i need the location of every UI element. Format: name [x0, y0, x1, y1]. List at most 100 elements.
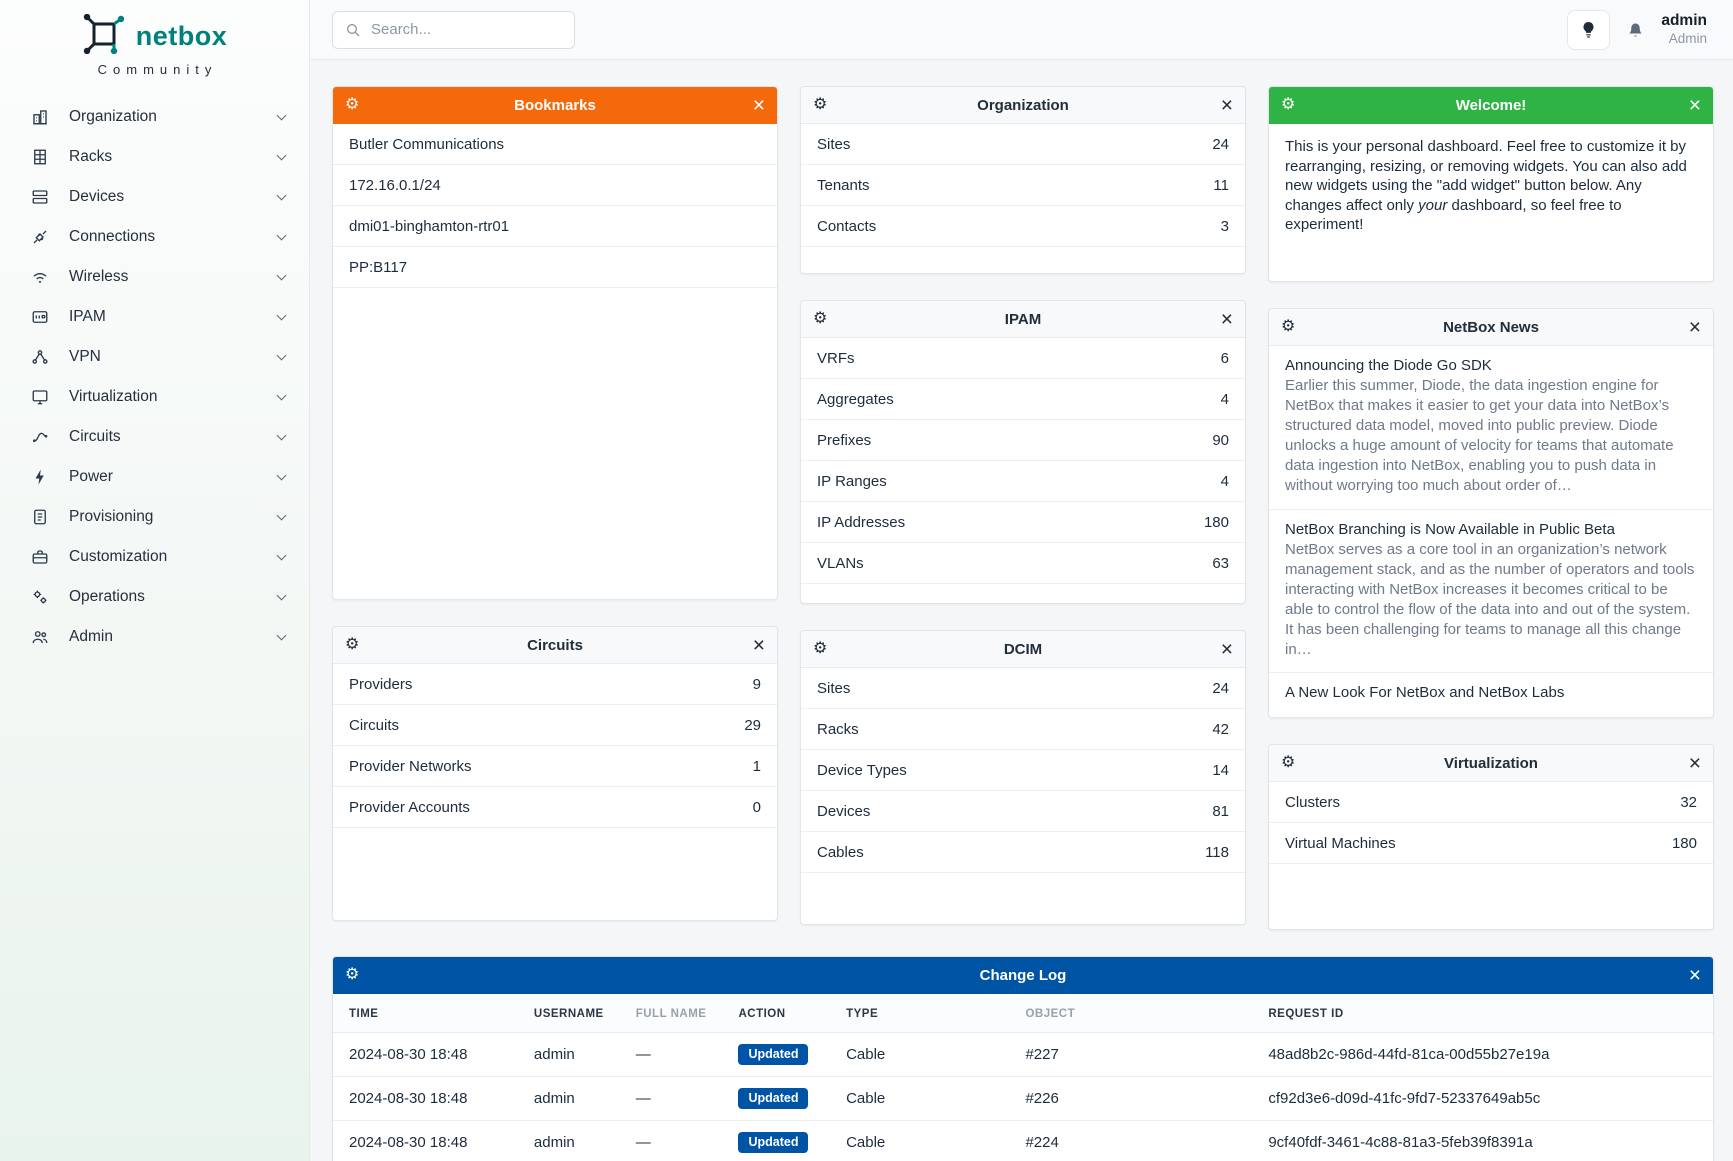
- sidebar-item-circuits[interactable]: Circuits: [0, 417, 309, 457]
- news-headline[interactable]: A New Look For NetBox and NetBox Labs: [1285, 684, 1565, 702]
- column-header-action[interactable]: ACTION: [722, 994, 831, 1033]
- brand-subtitle: Community: [97, 62, 218, 77]
- route-icon: [30, 427, 50, 447]
- change-request-id-link[interactable]: 9cf40fdf-3461-4c88-81a3-5feb39f8391a: [1252, 1120, 1713, 1161]
- sidebar-item-label: VPN: [69, 348, 101, 365]
- gear-icon[interactable]: ⚙: [345, 966, 360, 983]
- close-icon[interactable]: ×: [1688, 963, 1701, 987]
- gear-icon[interactable]: ⚙: [1281, 318, 1296, 335]
- search-box[interactable]: [332, 10, 575, 49]
- stat-row[interactable]: Racks 42: [801, 709, 1245, 750]
- close-icon[interactable]: ×: [1220, 637, 1233, 661]
- change-request-id-link[interactable]: cf92d3e6-d09d-41fc-9fd7-52337649ab5c: [1252, 1076, 1713, 1121]
- organization-widget: ⚙ Organization × Sites 24 Tenants 11 Conta…: [800, 86, 1246, 274]
- stat-row[interactable]: Cables 118: [801, 832, 1245, 873]
- stat-row[interactable]: IP Ranges 4: [801, 461, 1245, 502]
- table-row: 2024-08-30 18:48 admin — Updated Cable #…: [333, 1120, 1713, 1161]
- close-icon[interactable]: ×: [1688, 751, 1701, 775]
- bookmark-item[interactable]: dmi01-binghamton-rtr01: [333, 206, 777, 247]
- sidebar-item-provisioning[interactable]: Provisioning: [0, 497, 309, 537]
- change-request-id-link[interactable]: 48ad8b2c-986d-44fd-81ca-00d55b27e19a: [1252, 1032, 1713, 1077]
- change-time-link[interactable]: 2024-08-30 18:48: [333, 1120, 518, 1161]
- stat-row[interactable]: Prefixes 90: [801, 420, 1245, 461]
- stat-row[interactable]: Device Types 14: [801, 750, 1245, 791]
- sidebar-item-operations[interactable]: Operations: [0, 577, 309, 617]
- close-icon[interactable]: ×: [1220, 307, 1233, 331]
- sidebar-item-power[interactable]: Power: [0, 457, 309, 497]
- notifications-bell-icon[interactable]: [1625, 19, 1646, 40]
- gear-icon[interactable]: ⚙: [1281, 96, 1296, 113]
- sidebar-item-customization[interactable]: Customization: [0, 537, 309, 577]
- stat-row[interactable]: Provider Accounts 0: [333, 787, 777, 828]
- sidebar-item-virtualization[interactable]: Virtualization: [0, 377, 309, 417]
- gear-icon[interactable]: ⚙: [813, 640, 828, 657]
- brand-name: netbox: [135, 21, 228, 51]
- stat-row[interactable]: Sites 24: [801, 124, 1245, 165]
- gear-icon[interactable]: ⚙: [345, 636, 360, 653]
- gear-icon[interactable]: ⚙: [345, 96, 360, 113]
- user-menu[interactable]: admin Admin: [1661, 12, 1707, 46]
- change-time-link[interactable]: 2024-08-30 18:48: [333, 1076, 518, 1121]
- change-log-table: TIME USERNAME FULL NAME ACTION TYPE OBJE…: [333, 994, 1713, 1161]
- gear-icon[interactable]: ⚙: [813, 96, 828, 113]
- sidebar-item-label: Circuits: [69, 428, 121, 445]
- bookmark-item[interactable]: 172.16.0.1/24: [333, 165, 777, 206]
- stat-row[interactable]: VLANs 63: [801, 543, 1245, 584]
- close-icon[interactable]: ×: [1688, 315, 1701, 339]
- sidebar-item-racks[interactable]: Racks: [0, 137, 309, 177]
- document-icon: [30, 507, 50, 527]
- stat-row[interactable]: VRFs 6: [801, 338, 1245, 379]
- change-object-link[interactable]: #227: [1009, 1032, 1253, 1077]
- sidebar-item-admin[interactable]: Admin: [0, 617, 309, 657]
- stat-row[interactable]: IP Addresses 180: [801, 502, 1245, 543]
- close-icon[interactable]: ×: [1688, 93, 1701, 117]
- brand[interactable]: netbox Community: [0, 0, 309, 81]
- sidebar-item-connections[interactable]: Connections: [0, 217, 309, 257]
- change-time-link[interactable]: 2024-08-30 18:48: [333, 1032, 518, 1077]
- sidebar-item-label: Provisioning: [69, 508, 154, 525]
- ip-card-icon: [30, 307, 50, 327]
- close-icon[interactable]: ×: [752, 93, 765, 117]
- change-object-link[interactable]: #226: [1009, 1076, 1253, 1121]
- news-article: A New Look For NetBox and NetBox Labs: [1269, 673, 1713, 715]
- users-icon: [30, 627, 50, 647]
- plug-icon: [30, 227, 50, 247]
- bookmark-item[interactable]: PP:B117: [333, 247, 777, 288]
- close-icon[interactable]: ×: [752, 633, 765, 657]
- change-object-link[interactable]: #224: [1009, 1120, 1253, 1161]
- column-header-time[interactable]: TIME: [333, 994, 518, 1033]
- sidebar-item-ipam[interactable]: IPAM: [0, 297, 309, 337]
- sidebar-item-devices[interactable]: Devices: [0, 177, 309, 217]
- theme-toggle-button[interactable]: [1567, 9, 1611, 50]
- stat-row[interactable]: Clusters 32: [1269, 782, 1713, 823]
- column-header-type[interactable]: TYPE: [830, 994, 1010, 1033]
- netbox-logo-icon: [82, 13, 126, 59]
- stat-row[interactable]: Sites 24: [801, 668, 1245, 709]
- monitor-icon: [30, 387, 50, 407]
- news-headline[interactable]: Announcing the Diode Go SDK: [1285, 357, 1492, 374]
- column-header-request-id[interactable]: REQUEST ID: [1252, 994, 1713, 1033]
- bookmark-item[interactable]: Butler Communications: [333, 124, 777, 165]
- stat-row[interactable]: Aggregates 4: [801, 379, 1245, 420]
- stat-row[interactable]: Contacts 3: [801, 206, 1245, 247]
- gear-icon[interactable]: ⚙: [1281, 754, 1296, 771]
- search-input[interactable]: [371, 21, 570, 38]
- change-full-name: —: [619, 1032, 723, 1077]
- stat-row[interactable]: Devices 81: [801, 791, 1245, 832]
- close-icon[interactable]: ×: [1220, 93, 1233, 117]
- chevron-down-icon: [276, 430, 287, 440]
- stat-row[interactable]: Circuits 29: [333, 705, 777, 746]
- widget-title: Bookmarks: [514, 96, 596, 114]
- sidebar-item-vpn[interactable]: VPN: [0, 337, 309, 377]
- stat-row[interactable]: Virtual Machines 180: [1269, 823, 1713, 864]
- widget-title: Welcome!: [1455, 96, 1527, 114]
- change-log-widget: ⚙ Change Log × TIME USERNAME FULL NAME A…: [332, 956, 1714, 1161]
- stat-row[interactable]: Tenants 11: [801, 165, 1245, 206]
- sidebar-item-wireless[interactable]: Wireless: [0, 257, 309, 297]
- stat-row[interactable]: Providers 9: [333, 664, 777, 705]
- sidebar-item-organization[interactable]: Organization: [0, 97, 309, 137]
- gear-icon[interactable]: ⚙: [813, 310, 828, 327]
- column-header-username[interactable]: USERNAME: [517, 994, 620, 1033]
- stat-row[interactable]: Provider Networks 1: [333, 746, 777, 787]
- news-headline[interactable]: NetBox Branching is Now Available in Pub…: [1285, 520, 1615, 538]
